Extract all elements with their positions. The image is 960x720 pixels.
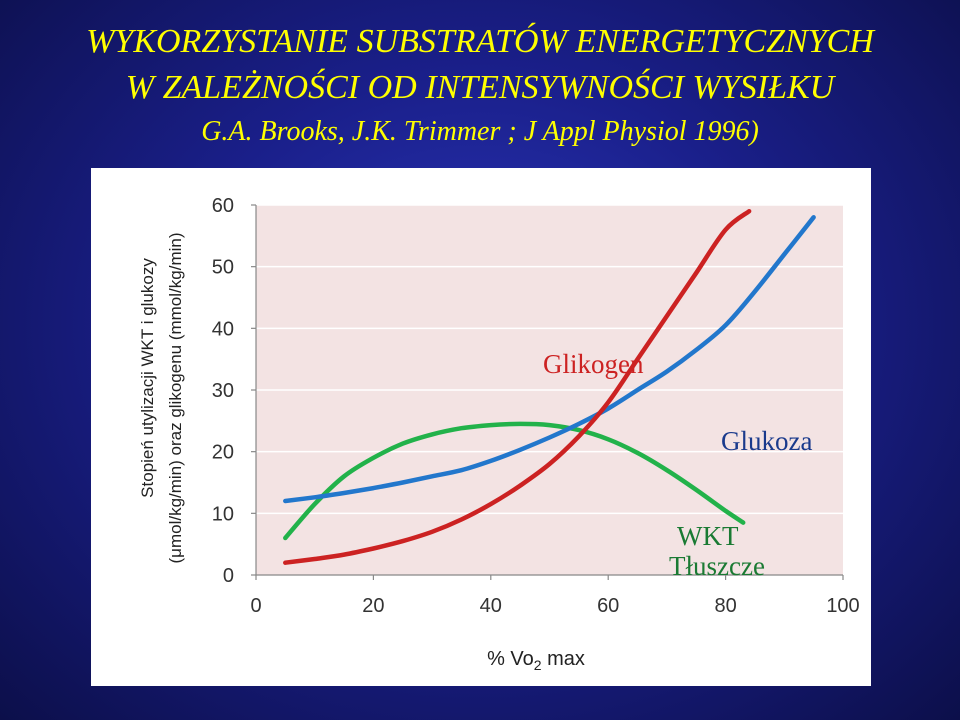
x-tick-label: 20 xyxy=(362,595,384,617)
axes: 0 10 20 30 40 50 60 0 20 40 60 80 100 xyxy=(212,195,860,617)
series-line-glukoza xyxy=(283,215,816,504)
y-tick-label: 60 xyxy=(212,195,234,217)
y-tick-label: 20 xyxy=(212,442,234,464)
x-tick-label: 60 xyxy=(597,595,619,617)
x-tick-label: 80 xyxy=(714,595,736,617)
slide-title-line-2: W ZALEŻNOŚCI OD INTENSYWNOŚCI WYSIŁKU xyxy=(125,69,835,106)
y-axis-label-line-1: Stopień utylizacji WKT i glukozy xyxy=(138,258,157,498)
annotation-wkt: WKT xyxy=(677,521,739,551)
y-tick-label: 40 xyxy=(212,318,234,340)
substrate-utilization-chart: 0 10 20 30 40 50 60 0 20 40 60 80 100 Stopień utyliz… xyxy=(138,195,860,673)
annotation-tluszcze: Tłuszcze xyxy=(669,551,765,581)
y-tick-label: 50 xyxy=(212,257,234,279)
annotation-glikogen: Glikogen xyxy=(543,349,644,379)
x-tick-label: 0 xyxy=(250,595,261,617)
y-tick-label: 10 xyxy=(212,503,234,525)
grid-lines xyxy=(256,204,843,515)
y-axis-label-line-2: (μmol/kg/min) oraz glikogenu (mmol/kg/mi… xyxy=(166,233,185,564)
annotation-glukoza: Glukoza xyxy=(721,426,812,456)
slide-citation: G.A. Brooks, J.K. Trimmer ; J Appl Physi… xyxy=(201,116,759,147)
y-tick-label: 30 xyxy=(212,380,234,402)
chart-panel: 0 10 20 30 40 50 60 0 20 40 60 80 100 Stopień utyliz… xyxy=(91,168,871,686)
series-line-wkt-t-uszcze xyxy=(283,421,746,541)
x-tick-label: 100 xyxy=(826,595,859,617)
series-lines xyxy=(283,208,816,565)
y-tick-label: 0 xyxy=(223,565,234,587)
slide-title-line-1: WYKORZYSTANIE SUBSTRATÓW ENERGETYCZNYCH xyxy=(86,23,874,60)
x-tick-label: 40 xyxy=(480,595,502,617)
x-axis-label: % Vo2 max xyxy=(487,648,585,673)
series-line-glikogen xyxy=(283,208,752,565)
